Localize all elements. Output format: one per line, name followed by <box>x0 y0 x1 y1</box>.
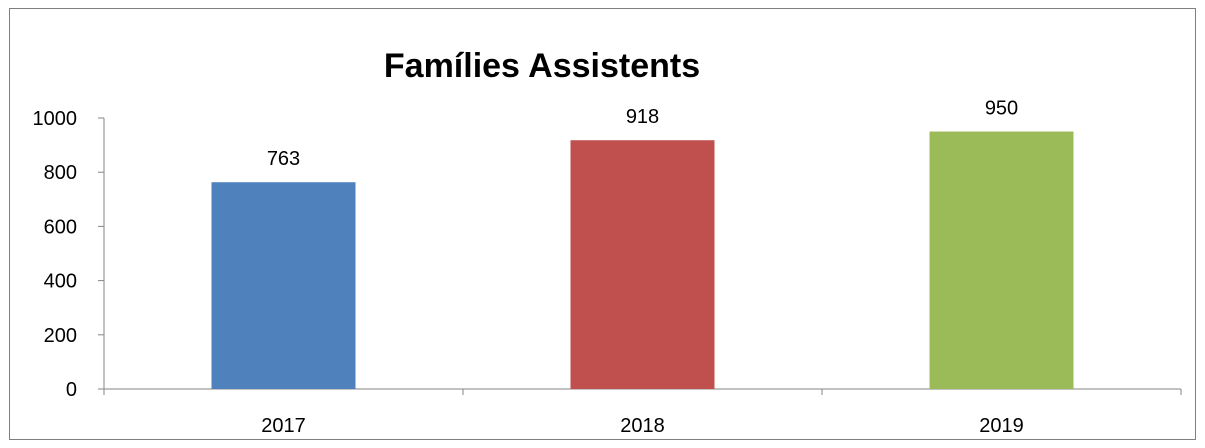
bar-2018 <box>570 140 715 389</box>
y-tick-label: 200 <box>44 325 77 347</box>
bar-2019 <box>929 131 1074 390</box>
data-label-2019: 950 <box>985 98 1018 120</box>
x-tick-label-2018: 2018 <box>620 415 665 437</box>
data-label-2017: 763 <box>267 148 300 170</box>
y-tick-label: 800 <box>44 162 77 184</box>
x-tick-label-2019: 2019 <box>979 415 1024 437</box>
y-tick-label: 400 <box>44 271 77 293</box>
y-tick-label: 600 <box>44 216 77 238</box>
y-tick-label: 1000 <box>33 108 78 130</box>
y-tick-label: 0 <box>66 379 77 401</box>
x-tick-label-2017: 2017 <box>261 415 306 437</box>
bars <box>211 131 1074 390</box>
chart-title: Famílies Assistents <box>384 47 700 85</box>
data-labels: 763 918 950 <box>267 98 1018 171</box>
data-label-2018: 918 <box>626 106 659 128</box>
bar-2017 <box>211 182 356 389</box>
